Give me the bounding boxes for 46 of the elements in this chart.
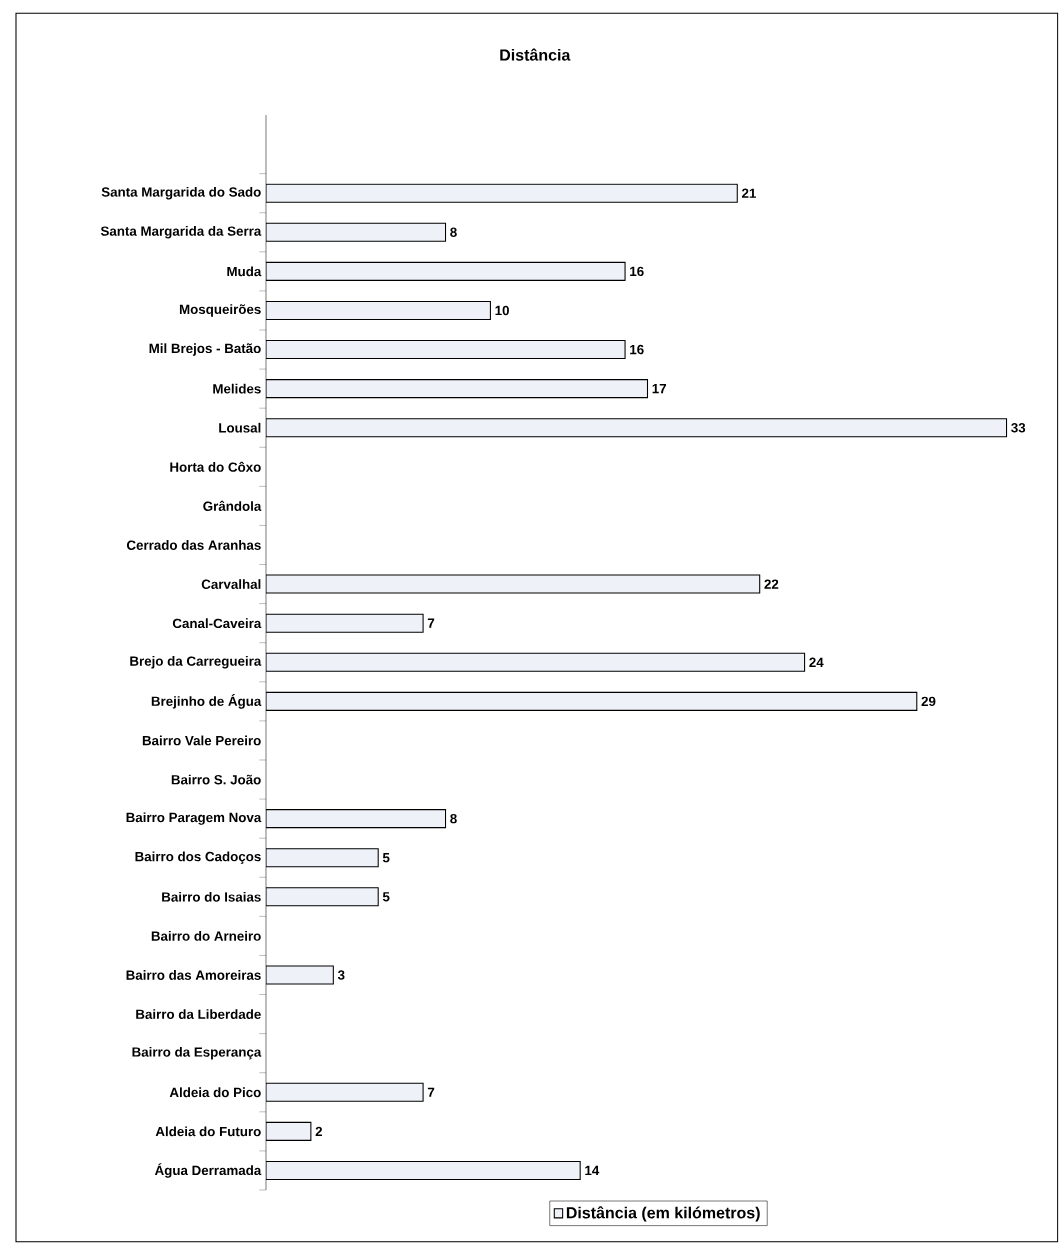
- y-tick-label: Água Derramada: [154, 1163, 262, 1178]
- y-tick-label: Brejo da Carregueira: [130, 656, 262, 669]
- data-label: 33: [1011, 423, 1026, 433]
- y-tick-label: Mil Brejos - Batão: [149, 343, 261, 356]
- y-tick-label: Bairro do Isaias: [162, 891, 261, 902]
- y-tick-label: Bairro da Esperança: [132, 1046, 262, 1060]
- data-label: 8: [450, 227, 457, 237]
- y-tick-label: Melides: [213, 383, 261, 394]
- data-label: 29: [921, 696, 936, 707]
- y-tick-label: Muda: [227, 266, 262, 277]
- y-tick-label: Bairro da Liberdade: [136, 1009, 261, 1019]
- y-tick-label: Brejinho de Água: [151, 694, 262, 709]
- y-tick-label: Cerrado das Aranhas: [126, 540, 261, 550]
- data-label: 16: [630, 266, 644, 277]
- legend-label: Distância (em kilómetros): [566, 1206, 760, 1222]
- y-tick-label: Grândola: [203, 500, 262, 511]
- y-tick-label: Aldeia do Futuro: [155, 1126, 261, 1137]
- y-tick-label: Bairro do Arneiro: [151, 931, 261, 941]
- data-label: 3: [337, 970, 345, 980]
- data-label: 2: [315, 1126, 323, 1137]
- data-label: 16: [630, 344, 644, 355]
- y-tick-label: Horta do Côxo: [170, 461, 261, 472]
- y-tick-label: Santa Margarida do Sado: [101, 186, 261, 200]
- y-tick-label: Bairro Vale Pereiro: [142, 735, 261, 746]
- y-tick-label: Carvalhal: [201, 579, 261, 589]
- y-tick-label: Bairro dos Cadoços: [135, 851, 261, 864]
- data-label: 7: [427, 618, 435, 628]
- y-tick-label: Bairro Paragem Nova: [126, 812, 262, 825]
- data-label: 7: [427, 1087, 435, 1097]
- y-tick-label: Bairro das Amoreiras: [126, 970, 261, 980]
- data-label: 5: [382, 853, 390, 863]
- data-label: 21: [741, 188, 756, 198]
- data-label: 24: [809, 657, 824, 667]
- y-tick-label: Bairro S. João: [171, 774, 261, 785]
- data-label: 5: [382, 892, 390, 902]
- data-label: 8: [450, 813, 457, 824]
- data-label: 14: [585, 1165, 600, 1176]
- y-tick-label: Mosqueirões: [179, 304, 261, 317]
- y-tick-label: Canal-Caveira: [172, 618, 262, 629]
- data-label: 10: [495, 305, 509, 316]
- y-tick-label: Aldeia do Pico: [169, 1087, 261, 1098]
- chart-title: Distância: [500, 48, 571, 61]
- y-tick-label: Santa Margarida da Serra: [100, 226, 262, 239]
- y-tick-label: Lousal: [219, 422, 261, 433]
- data-label: 22: [764, 579, 779, 589]
- data-label: 17: [652, 384, 667, 394]
